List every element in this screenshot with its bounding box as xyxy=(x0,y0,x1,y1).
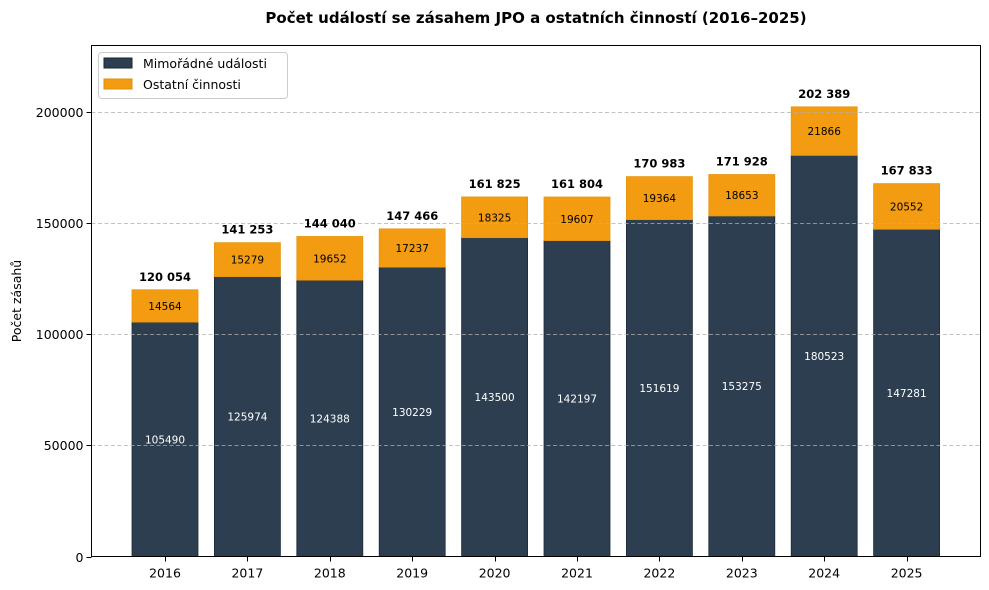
value-label-ostatni-cinnosti-2021: 19607 xyxy=(560,214,593,226)
bar-mimoradne-udalosti-2024 xyxy=(790,155,858,557)
bar-mimoradne-udalosti-2021 xyxy=(543,240,611,557)
value-label-mimoradne-udalosti-2025: 147281 xyxy=(887,388,927,400)
chart-title: Počet událostí se zásahem JPO a ostatníc… xyxy=(265,9,806,27)
value-label-mimoradne-udalosti-2024: 180523 xyxy=(804,351,844,363)
value-label-ostatni-cinnosti-2025: 20552 xyxy=(890,201,923,213)
y-tick-label-200000: 200000 xyxy=(36,105,84,120)
bar-mimoradne-udalosti-2022 xyxy=(626,219,693,557)
bar-ostatni-cinnosti-2021 xyxy=(543,196,611,241)
bar-ostatni-cinnosti-2016 xyxy=(131,289,199,323)
data-labels-layer: 105490 14564 120 054 125974 15279 141 253 1243… xyxy=(139,87,933,446)
x-tick-label-2024: 2024 xyxy=(808,566,840,581)
bar-ostatni-cinnosti-2022 xyxy=(626,176,693,221)
grid-layer xyxy=(91,112,981,446)
x-tick-label-2025: 2025 xyxy=(891,566,923,581)
value-label-ostatni-cinnosti-2020: 18325 xyxy=(478,212,511,224)
total-label-2021: 161 804 xyxy=(551,177,603,191)
bar-ostatni-cinnosti-2024 xyxy=(790,106,858,156)
value-label-mimoradne-udalosti-2018: 124388 xyxy=(310,413,350,425)
value-label-ostatni-cinnosti-2019: 17237 xyxy=(395,243,428,255)
total-label-2025: 167 833 xyxy=(881,164,933,178)
value-label-mimoradne-udalosti-2019: 130229 xyxy=(392,407,432,419)
y-axis: 0 50000 100000 150000 200000 xyxy=(36,105,92,565)
legend-swatch-mimoradne-udalosti xyxy=(103,57,133,69)
value-label-ostatni-cinnosti-2023: 18653 xyxy=(725,190,758,202)
bar-ostatni-cinnosti-2018 xyxy=(296,236,364,281)
legend: Mimořádné události Ostatní činnosti xyxy=(98,52,288,99)
value-label-mimoradne-udalosti-2020: 143500 xyxy=(475,392,515,404)
y-axis-label: Počet zásahů xyxy=(9,260,24,342)
value-label-mimoradne-udalosti-2023: 153275 xyxy=(722,381,762,393)
x-tick-label-2018: 2018 xyxy=(314,566,346,581)
legend-label-mimoradne-udalosti: Mimořádné události xyxy=(143,56,267,71)
y-tick-label-150000: 150000 xyxy=(36,216,84,231)
legend-swatch-ostatni-cinnosti xyxy=(103,78,133,90)
legend-label-ostatni-cinnosti: Ostatní činnosti xyxy=(143,77,241,92)
value-label-mimoradne-udalosti-2017: 125974 xyxy=(227,412,267,424)
y-tick-label-100000: 100000 xyxy=(36,327,84,342)
bar-mimoradne-udalosti-2016 xyxy=(131,321,199,557)
bar-ostatni-cinnosti-2020 xyxy=(461,196,529,239)
total-label-2023: 171 928 xyxy=(716,155,768,169)
value-label-mimoradne-udalosti-2016: 105490 xyxy=(145,434,185,446)
total-label-2019: 147 466 xyxy=(386,209,438,223)
value-label-ostatni-cinnosti-2022: 19364 xyxy=(643,193,677,205)
bar-mimoradne-udalosti-2018 xyxy=(296,279,364,557)
x-tick-label-2023: 2023 xyxy=(726,566,758,581)
bar-ostatni-cinnosti-2023 xyxy=(708,174,776,217)
x-tick-label-2020: 2020 xyxy=(479,566,511,581)
bar-mimoradne-udalosti-2023 xyxy=(708,215,776,557)
total-label-2017: 141 253 xyxy=(221,223,273,237)
bar-ostatni-cinnosti-2017 xyxy=(213,242,281,278)
bar-ostatni-cinnosti-2025 xyxy=(873,183,940,230)
x-tick-label-2019: 2019 xyxy=(396,566,428,581)
bar-mimoradne-udalosti-2025 xyxy=(873,228,940,557)
total-label-2018: 144 040 xyxy=(304,216,356,230)
value-label-ostatni-cinnosti-2017: 15279 xyxy=(231,255,264,267)
y-tick-label-0: 0 xyxy=(76,550,84,565)
value-label-ostatni-cinnosti-2018: 19652 xyxy=(313,253,346,265)
total-label-2020: 161 825 xyxy=(469,177,521,191)
total-label-2024: 202 389 xyxy=(798,87,850,101)
value-label-ostatni-cinnosti-2024: 21866 xyxy=(807,126,841,138)
total-label-2022: 170 983 xyxy=(633,157,685,171)
value-label-mimoradne-udalosti-2022: 151619 xyxy=(639,383,679,395)
bars-layer xyxy=(131,106,940,557)
plot-frame xyxy=(91,45,981,557)
bar-ostatni-cinnosti-2019 xyxy=(378,228,446,268)
x-tick-label-2022: 2022 xyxy=(643,566,675,581)
x-tick-label-2016: 2016 xyxy=(149,566,181,581)
x-tick-label-2017: 2017 xyxy=(231,566,263,581)
x-tick-label-2021: 2021 xyxy=(561,566,593,581)
y-tick-label-50000: 50000 xyxy=(44,438,84,453)
total-label-2016: 120 054 xyxy=(139,270,191,284)
value-label-ostatni-cinnosti-2016: 14564 xyxy=(148,301,182,313)
value-label-mimoradne-udalosti-2021: 142197 xyxy=(557,394,597,406)
legend-frame xyxy=(98,52,288,99)
x-axis: 2016 2017 2018 2019 2020 2021 2022 2023 2024 2025 xyxy=(149,556,923,581)
